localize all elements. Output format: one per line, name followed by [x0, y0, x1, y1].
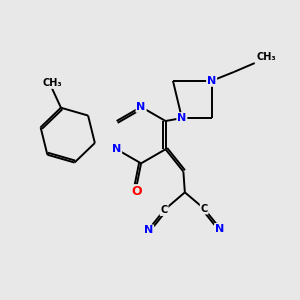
Text: C: C	[201, 204, 208, 214]
Text: CH₃: CH₃	[256, 52, 276, 61]
Text: CH₃: CH₃	[42, 78, 62, 88]
Text: C: C	[160, 205, 168, 215]
Text: N: N	[112, 144, 121, 154]
Text: N: N	[177, 113, 187, 123]
Text: N: N	[215, 224, 224, 234]
Text: O: O	[131, 185, 142, 198]
Text: N: N	[207, 76, 216, 86]
Text: N: N	[136, 102, 146, 112]
Text: N: N	[144, 225, 153, 236]
